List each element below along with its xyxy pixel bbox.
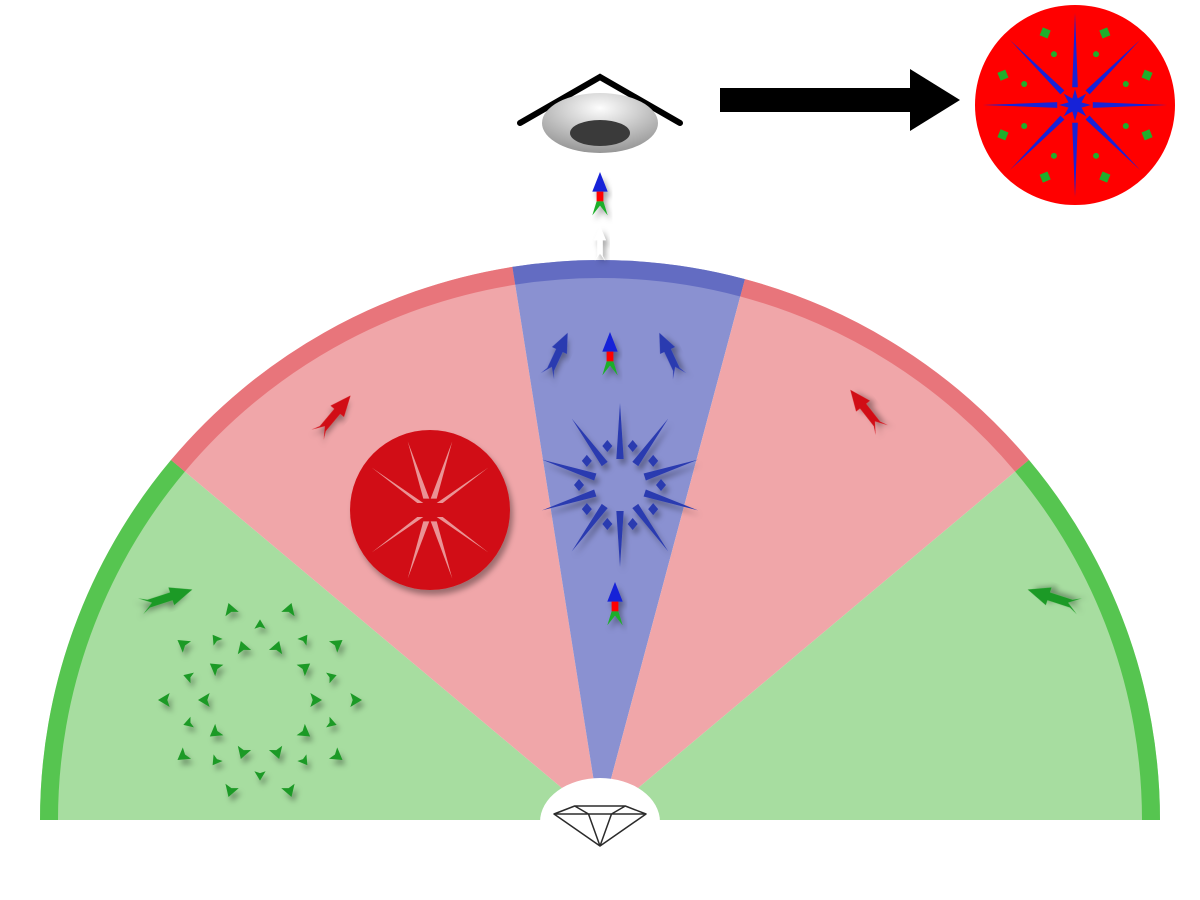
result-circle — [975, 5, 1175, 205]
diamond-cutout-bg — [540, 778, 660, 866]
red-burst-pattern — [350, 430, 510, 590]
result-arrow — [720, 69, 960, 131]
eye-pupil — [570, 120, 630, 146]
result-hub — [1059, 89, 1091, 121]
tricolor-arrow-0 — [592, 172, 607, 215]
observer-eye — [520, 77, 680, 153]
hemisphere — [40, 260, 1160, 866]
big-arrow-head — [910, 69, 960, 131]
diagram-root — [0, 0, 1200, 900]
white-up-arrow — [594, 226, 606, 261]
